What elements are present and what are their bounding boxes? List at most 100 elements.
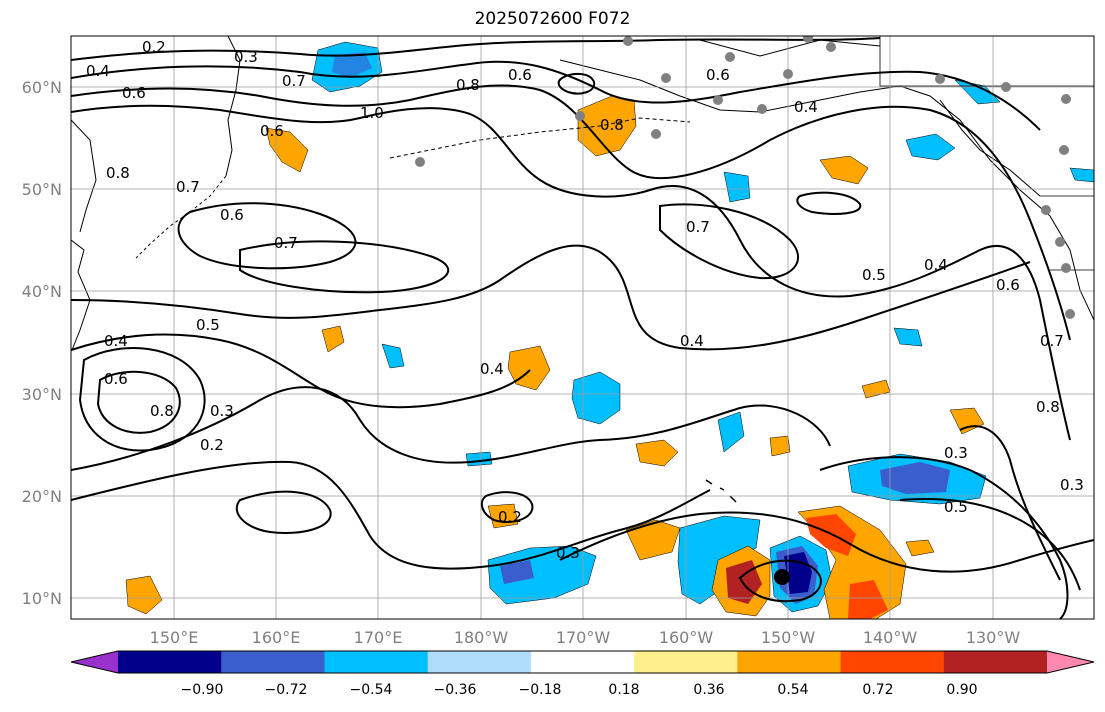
map-title: 2025072600 F072: [474, 9, 631, 29]
lat-label: 30°N: [22, 385, 62, 404]
siberia-coast: [71, 119, 97, 233]
station-dot: [1041, 205, 1051, 215]
contour-label: 0.5: [944, 498, 968, 516]
orange-blob-kamchatka: [265, 127, 309, 173]
contour-tc-3: [819, 456, 1069, 619]
contour-label: 0.6: [260, 122, 284, 140]
contour-north-3: [71, 84, 1071, 341]
lon-label: 160°W: [659, 628, 714, 647]
contour-south-4: [235, 490, 332, 534]
colorbar-segment: [737, 651, 842, 673]
colorbar-segment: [221, 651, 325, 673]
station-dot: [1055, 237, 1065, 247]
colorbar-tick-label: −0.54: [350, 682, 393, 698]
station-dot: [713, 95, 723, 105]
contour-label: 0.7: [282, 72, 306, 90]
contour-label: 0.4: [86, 62, 110, 80]
station-dot: [661, 73, 671, 83]
lon-label: 150°E: [150, 628, 199, 647]
orange-blob-175e: [321, 325, 345, 353]
lat-label: 20°N: [22, 487, 62, 506]
contour-south-3: [480, 491, 534, 523]
cyan-blob-50n: [723, 171, 751, 203]
map-frame: [70, 35, 1095, 620]
station-dot: [1059, 145, 1069, 155]
colorbar-tick-label: −0.72: [265, 682, 308, 698]
station-dot: [725, 52, 735, 62]
japan-coast: [71, 239, 91, 351]
colorbar-tick-label: 0.54: [777, 682, 808, 698]
longitude-labels: 150°E 160°E 170°E 180°W 170°W 160°W 150°…: [150, 628, 1021, 647]
station-dot: [783, 69, 793, 79]
colorbar: [70, 650, 1095, 674]
contour-label: 0.6: [508, 66, 532, 84]
colorbar-tick-label: 0.72: [862, 682, 893, 698]
contour-north-4: [71, 104, 1071, 441]
blue-core-north: [332, 52, 372, 78]
red-blob-tc-east: [806, 514, 856, 556]
contour-label: 0.5: [862, 266, 886, 284]
orange-blob-25n: [635, 439, 679, 467]
contour-east-2: [899, 497, 1081, 591]
colorbar-extend-max: [1047, 651, 1094, 673]
station-dots: [415, 36, 1075, 319]
contour-label: 0.6: [996, 276, 1020, 294]
contour-tc-2: [738, 559, 822, 603]
contour-south-1: [71, 386, 831, 471]
colorbar-segment: [530, 651, 635, 673]
lon-label: 140°W: [863, 628, 918, 647]
colorbar-segment: [943, 651, 1048, 673]
contour-label: 0.6: [220, 206, 244, 224]
coastlines: [71, 36, 1094, 503]
latitude-labels: 60°N 50°N 40°N 30°N 20°N 10°N: [22, 78, 62, 608]
contour-label: 0.8: [600, 116, 624, 134]
colorbar-segment: [324, 651, 429, 673]
contour-north-1: [71, 37, 881, 61]
contour-label: 0.4: [680, 332, 704, 350]
orange-blob-small1: [769, 435, 791, 457]
contours: [71, 37, 1094, 619]
station-dot: [575, 111, 585, 121]
contour-label: 0.7: [686, 218, 710, 236]
contour-north-2: [71, 60, 1041, 131]
cyan-blob-55n-east: [905, 133, 956, 161]
cyan-blob-28n: [571, 371, 621, 425]
lat-label: 60°N: [22, 78, 62, 97]
station-dot: [623, 36, 633, 46]
orange-blob-11n: [905, 539, 935, 557]
lat-label: 10°N: [22, 589, 62, 608]
contour-label: 0.8: [456, 76, 480, 94]
orange-blob-right-30n: [949, 407, 985, 435]
contour-label: 0.6: [104, 370, 128, 388]
contour-label: 0.2: [498, 508, 522, 526]
navy-core-tc: [784, 552, 812, 594]
aleutians: [389, 117, 691, 159]
contour-label: 0.8: [106, 164, 130, 182]
contour-label: 0.7: [1040, 332, 1064, 350]
blue-core-12n: [500, 560, 534, 584]
station-dot: [935, 74, 945, 84]
contour-label: 0.4: [794, 98, 818, 116]
graticule: [71, 36, 1094, 619]
canada-border: [879, 36, 1094, 271]
lon-label: 170°W: [556, 628, 611, 647]
contour-south-2: [71, 460, 711, 570]
colorbar-tick-label: 0.90: [946, 682, 977, 698]
contour-mid-2: [239, 240, 450, 294]
contour-small-ring: [796, 191, 862, 215]
station-dot: [1001, 82, 1011, 92]
station-dot: [757, 104, 767, 114]
station-dot: [1061, 263, 1071, 273]
contour-label: 0.7: [176, 178, 200, 196]
contour-small-ring-2: [557, 72, 596, 95]
cyan-blob-35n: [381, 343, 405, 369]
map-panel: 0.2 0.3 0.4 0.6 0.7 0.8 1.0 0.6 0.8 0.6 …: [71, 36, 1094, 619]
contour-label: 0.7: [274, 234, 298, 252]
lon-label: 170°E: [354, 628, 403, 647]
contour-label: 1.0: [360, 104, 384, 122]
contour-mid-3: [659, 203, 800, 280]
colorbar-segment: [427, 651, 532, 673]
colorbar-tick-label: 0.18: [608, 682, 639, 698]
blue-core-20n: [880, 462, 950, 494]
hawaii: [705, 479, 737, 503]
